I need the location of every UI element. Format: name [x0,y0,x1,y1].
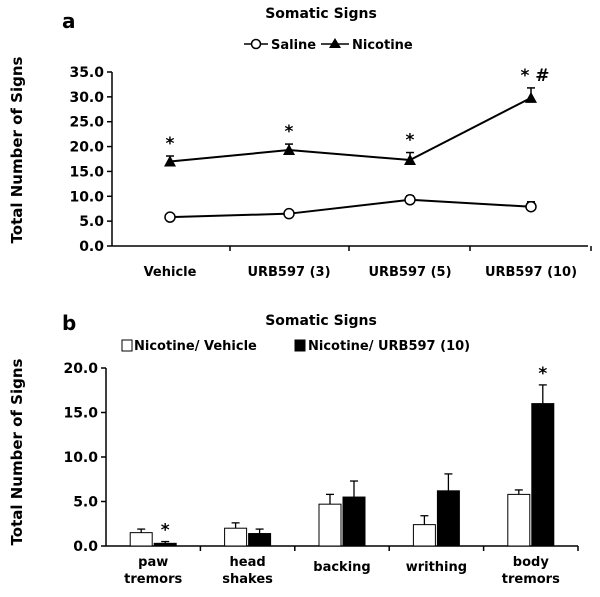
significance-annotation: * [161,521,170,541]
x-category-label: shakes [222,572,273,587]
bar [248,533,272,547]
significance-annotation: * # [520,66,549,86]
bar [318,503,342,547]
y-tick-label: 15.0 [63,406,98,422]
y-tick-label: 20.0 [63,361,98,377]
legend-swatch-vehicle [121,339,133,352]
y-tick-label: 0.0 [79,239,104,255]
y-tick-label: 20.0 [69,140,104,156]
data-point-nicotine [283,144,295,156]
x-category-label: tremors [124,572,182,587]
bar [129,532,153,547]
panel-a-title: Somatic Signs [265,6,377,22]
bar [153,542,177,547]
panel-b-title: Somatic Signs [265,313,377,329]
bar [412,524,436,547]
x-category-label: URB597 (10) [485,265,577,280]
panel-b-y-axis-label: Total Number of Signs [8,358,26,545]
legend-marker-nicotine [329,38,341,48]
y-tick-label: 15.0 [69,164,104,180]
legend-label-vehicle: Nicotine/ Vehicle [134,339,257,354]
panel-a-plot: 0.0 5.0 10.0 15.0 20.0 25.0 30.0 35.0 Vehicle URB… [69,65,592,280]
x-category-label: paw [138,555,168,570]
x-category-label: body [513,555,550,570]
significance-annotation: * [406,131,415,151]
panel-b-plot: 0.0 5.0 10.0 15.0 20.0 paw tremors head shakes ba… [63,361,579,587]
data-point-nicotine [525,91,537,103]
data-point-saline [404,194,416,206]
bar [507,493,531,547]
y-tick-label: 25.0 [69,115,104,131]
x-category-label: Vehicle [144,265,197,280]
significance-annotation: * [538,364,547,384]
legend-label-nicotine: Nicotine [352,38,413,53]
panel-a-letter: a [62,9,76,33]
data-point-nicotine [404,153,416,165]
panel-b-legend: Nicotine/ Vehicle Nicotine/ URB597 (10) [121,339,470,354]
data-point-saline [164,211,176,223]
bar [531,403,555,547]
x-category-label: head [230,555,266,570]
x-category-label: backing [313,560,370,575]
y-tick-label: 5.0 [79,214,104,230]
x-category-label: tremors [502,572,560,587]
panel-a: a Somatic Signs Total Number of Signs Sa… [8,6,592,280]
significance-annotation: * [166,134,175,154]
data-point-saline [283,207,295,220]
data-point-nicotine [164,155,176,167]
x-category-label: URB597 (5) [368,265,451,280]
series-line-nicotine [169,96,532,163]
y-tick-label: 35.0 [69,65,104,81]
bar [224,527,248,547]
significance-annotation: * [285,122,294,142]
y-tick-label: 10.0 [63,450,98,466]
panel-a-y-axis-label: Total Number of Signs [8,56,26,243]
y-tick-label: 10.0 [69,189,104,205]
bar [436,490,460,547]
legend-label-urb597: Nicotine/ URB597 (10) [308,339,470,354]
bar [342,496,366,547]
y-tick-label: 0.0 [73,539,98,555]
legend-label-saline: Saline [271,38,316,53]
panel-a-legend: Saline Nicotine [244,38,413,53]
panel-b-letter: b [62,311,76,335]
y-tick-label: 30.0 [69,90,104,106]
legend-marker-saline [250,38,262,50]
data-point-saline [525,200,537,213]
x-category-label: URB597 (3) [247,265,330,280]
legend-swatch-urb597 [294,339,306,352]
x-category-label: writhing [406,560,467,575]
panel-b: b Somatic Signs Total Number of Signs Ni… [8,311,579,587]
series-line-saline [169,198,532,219]
y-tick-label: 5.0 [73,495,98,511]
